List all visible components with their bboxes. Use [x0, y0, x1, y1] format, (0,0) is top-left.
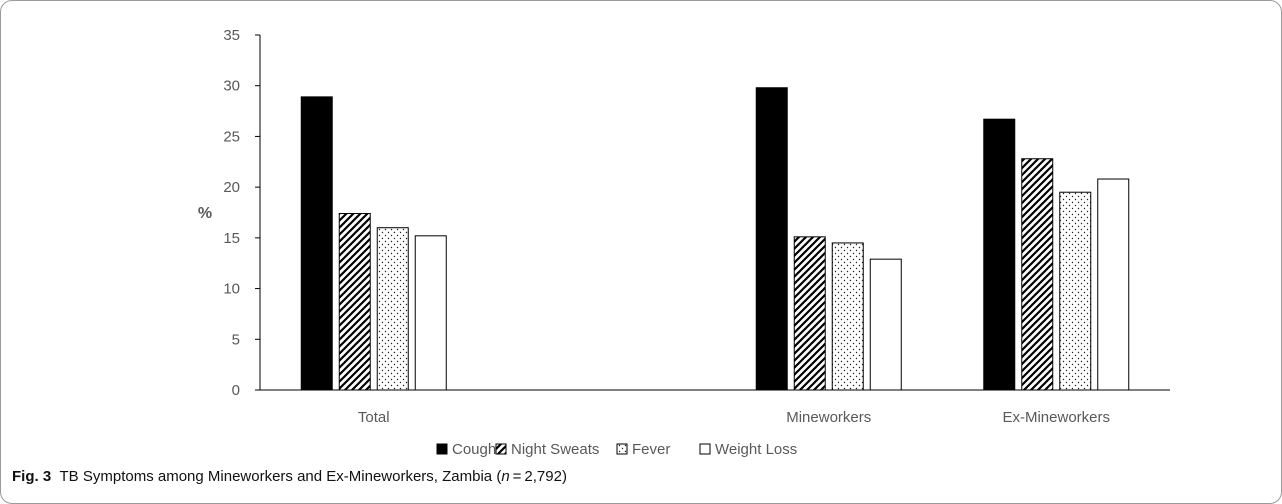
- bar-weight-loss: [414, 235, 447, 391]
- x-tick-label: Ex-Mineworkers: [1002, 409, 1110, 426]
- figure-caption: Fig. 3 TB Symptoms among Mineworkers and…: [12, 468, 567, 485]
- legend-swatch-fever: [616, 443, 628, 455]
- legend-swatch-cough: [436, 443, 448, 455]
- bar-night-sweats: [1021, 158, 1054, 391]
- bar-night-sweats: [793, 236, 826, 391]
- legend-label: Night Sweats: [511, 441, 599, 458]
- bar-chart: 0 5 10 15 20 25 30 35% Total Mineworkers Ex-Minewo…: [198, 27, 1170, 458]
- legend-label: Fever: [632, 441, 670, 458]
- x-tick-label: Mineworkers: [786, 409, 871, 426]
- bar-cough: [300, 96, 333, 391]
- y-tick-label: 20: [223, 179, 240, 196]
- x-tick-label: Total: [358, 409, 390, 426]
- caption-text: TB Symptoms among Mineworkers and Ex-Min…: [59, 468, 502, 485]
- y-tick-label: 30: [223, 78, 240, 95]
- caption-count: = 2,792): [509, 468, 567, 485]
- bar-fever: [376, 227, 409, 391]
- bar-cough: [983, 118, 1016, 391]
- y-axis-label: %: [198, 205, 212, 222]
- y-tick-label: 25: [223, 128, 240, 145]
- caption-variable: n: [501, 468, 510, 485]
- bar-fever: [831, 242, 864, 391]
- legend-swatch-night-sweats: [495, 443, 507, 455]
- figure-label: Fig. 3: [12, 468, 52, 485]
- y-tick-label: 0: [232, 382, 240, 399]
- y-tick-label: 5: [232, 331, 240, 348]
- bar-night-sweats: [338, 213, 371, 391]
- bar-cough: [755, 87, 788, 391]
- bar-weight-loss: [1097, 178, 1130, 391]
- legend-swatch-weight-loss: [699, 443, 711, 455]
- legend-label: Cough: [452, 441, 496, 458]
- bar-weight-loss: [869, 258, 902, 391]
- y-tick-label: 35: [223, 27, 240, 44]
- y-tick-label: 10: [223, 281, 240, 298]
- legend-label: Weight Loss: [715, 441, 797, 458]
- bar-fever: [1059, 191, 1092, 391]
- y-tick-label: 15: [223, 230, 240, 247]
